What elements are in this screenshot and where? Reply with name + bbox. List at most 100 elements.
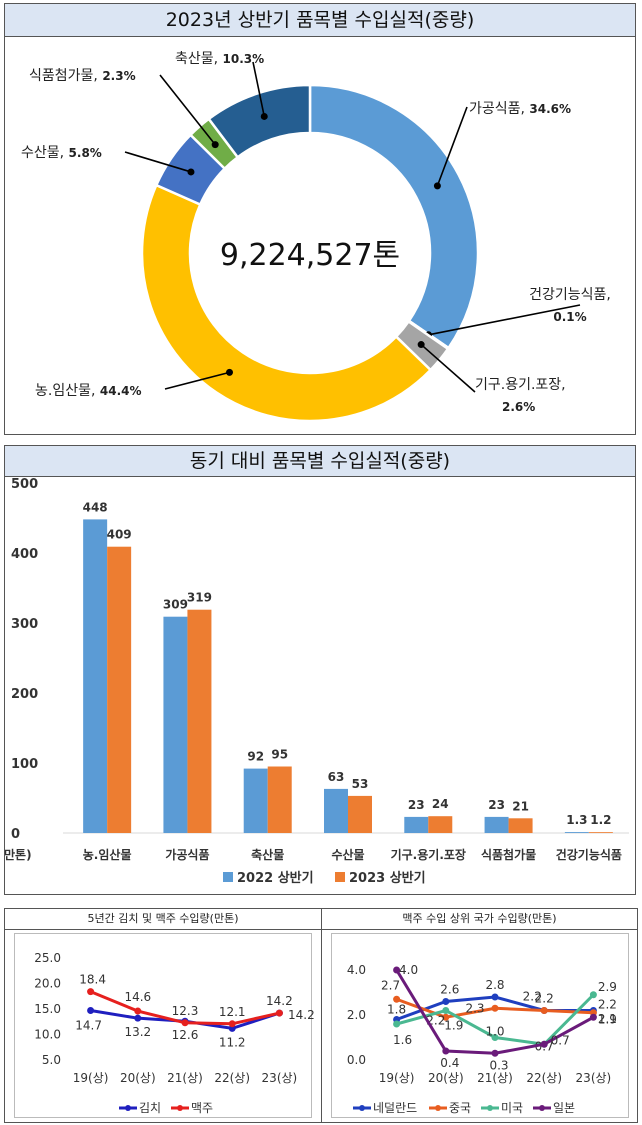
data-label: 14.2 bbox=[288, 1008, 315, 1022]
x-tick-label: 19(상) bbox=[379, 1071, 415, 1085]
series-point bbox=[491, 1049, 499, 1057]
bar bbox=[508, 818, 533, 833]
donut-leader-line bbox=[428, 304, 581, 336]
legend-label: 미국 bbox=[501, 1101, 523, 1115]
legend-label: 중국 bbox=[449, 1101, 471, 1115]
series-point bbox=[442, 998, 450, 1005]
y-tick-label: 0.0 bbox=[347, 1053, 366, 1067]
x-tick-label: 축산물 bbox=[251, 847, 284, 862]
data-label: 1.9 bbox=[598, 1012, 617, 1026]
x-tick-label: 23(상) bbox=[576, 1071, 612, 1085]
series-point bbox=[491, 1034, 499, 1041]
series-point bbox=[87, 988, 95, 996]
legend-swatch bbox=[335, 872, 345, 882]
bar-value-label: 309 bbox=[163, 598, 188, 612]
data-label: 1.9 bbox=[444, 1018, 463, 1032]
y-tick-label: 5.0 bbox=[42, 1053, 61, 1067]
x-tick-label: 21(상) bbox=[167, 1071, 203, 1085]
data-label: 18.4 bbox=[79, 973, 106, 987]
y-tick-label: 300 bbox=[11, 617, 38, 632]
data-label: 0.3 bbox=[489, 1058, 508, 1072]
legend-label: 김치 bbox=[139, 1101, 161, 1115]
series-point bbox=[442, 1007, 450, 1014]
x-tick-label: 19(상) bbox=[73, 1071, 109, 1085]
kimchi-beer-line-chart: 5.0 10.0 15.0 20.0 25.0 19(상) 20(상) 21(상) 22(상) 2… bbox=[34, 951, 315, 1115]
donut-leader-dot bbox=[187, 168, 195, 176]
y-tick-label: 400 bbox=[11, 547, 38, 562]
bar-value-label: 95 bbox=[271, 748, 288, 762]
unit-label: 만톤) bbox=[5, 847, 32, 862]
bar bbox=[428, 816, 453, 833]
donut-slice-label: 건강기능식품, bbox=[529, 287, 611, 303]
y-tick-label: 0 bbox=[11, 827, 20, 842]
donut-slice-label: 농.임산물, 44.4% bbox=[35, 383, 142, 399]
bar-value-label: 409 bbox=[107, 528, 132, 542]
donut-leader-line bbox=[164, 371, 230, 390]
x-tick-label: 농.임산물 bbox=[83, 847, 132, 862]
donut-slice bbox=[140, 183, 433, 423]
legend-label: 2022 상반기 bbox=[237, 870, 314, 886]
bar bbox=[564, 832, 589, 833]
donut-panel: 2023년 상반기 품목별 수입실적(중량) 가공식품, 34.6% 건강기능식품… bbox=[4, 3, 636, 435]
donut-leader-dot bbox=[417, 341, 425, 349]
data-label: 2.2 bbox=[535, 992, 554, 1006]
beer-country-frame bbox=[331, 933, 629, 1118]
donut-slice-percent: 0.1% bbox=[553, 310, 586, 324]
legend-marker bbox=[125, 1105, 131, 1111]
y-tick-label: 15.0 bbox=[34, 1002, 61, 1016]
donut-slice-label: 식품첨가물, 2.3% bbox=[29, 68, 136, 84]
data-label: 2.6 bbox=[440, 983, 459, 997]
bar-value-label: 63 bbox=[328, 770, 345, 784]
data-label: 1.6 bbox=[393, 1033, 412, 1047]
bar bbox=[187, 609, 212, 833]
legend-swatch bbox=[223, 872, 233, 882]
data-label: 2.2 bbox=[523, 990, 542, 1004]
donut-slice-percent: 2.6% bbox=[502, 400, 535, 414]
bar-value-label: 23 bbox=[488, 798, 505, 812]
bar bbox=[324, 788, 348, 833]
y-tick-label: 100 bbox=[11, 757, 38, 772]
series-point bbox=[134, 1007, 142, 1015]
x-tick-label: 수산물 bbox=[331, 847, 364, 862]
bar-value-label: 21 bbox=[512, 799, 529, 813]
data-label: 14.6 bbox=[124, 990, 151, 1004]
donut-slice-label: 축산물, 10.3% bbox=[175, 51, 264, 67]
donut-slice-label: 기구.용기.포장, bbox=[475, 377, 566, 393]
data-label: 0.4 bbox=[440, 1056, 459, 1070]
donut-leader-line bbox=[252, 61, 266, 117]
series-point bbox=[228, 1020, 236, 1028]
bar bbox=[484, 816, 509, 833]
donut-leader-line bbox=[436, 106, 468, 187]
bar-panel: 동기 대비 품목별 수입실적(중량) 0 100 200 300 400 500 448 40… bbox=[4, 445, 636, 895]
legend-label: 2023 상반기 bbox=[349, 870, 426, 886]
donut-center-label: 9,224,527톤 bbox=[220, 238, 400, 273]
data-label: 1.0 bbox=[485, 1025, 504, 1039]
donut-slice-label: 가공식품, 34.6% bbox=[469, 101, 571, 117]
legend-label: 네덜란드 bbox=[373, 1101, 417, 1115]
bar-value-label: 92 bbox=[247, 750, 264, 764]
bar bbox=[83, 519, 108, 833]
donut-leader-line bbox=[420, 343, 476, 393]
series-point bbox=[540, 1007, 548, 1014]
x-tick-label: 21(상) bbox=[477, 1071, 513, 1085]
data-label: 14.2 bbox=[266, 994, 293, 1008]
data-label: 12.3 bbox=[172, 1004, 199, 1018]
x-tick-label: 기구.용기.포장 bbox=[391, 847, 466, 862]
x-tick-label: 23(상) bbox=[262, 1071, 298, 1085]
x-tick-label: 22(상) bbox=[526, 1071, 562, 1085]
series-point bbox=[491, 993, 499, 1001]
bar bbox=[348, 795, 372, 833]
bar bbox=[267, 766, 292, 833]
series-point bbox=[393, 1020, 401, 1028]
series-point bbox=[87, 1007, 95, 1015]
bar bbox=[404, 816, 429, 833]
series-point bbox=[134, 1014, 142, 1022]
data-label: 2.3 bbox=[465, 1001, 484, 1015]
series-point bbox=[442, 1013, 450, 1021]
bar bbox=[243, 768, 268, 833]
x-tick-label: 식품첨가물 bbox=[481, 847, 536, 862]
series-point bbox=[181, 1019, 189, 1027]
donut-leader-line bbox=[159, 74, 216, 146]
legend-marker bbox=[359, 1105, 365, 1111]
